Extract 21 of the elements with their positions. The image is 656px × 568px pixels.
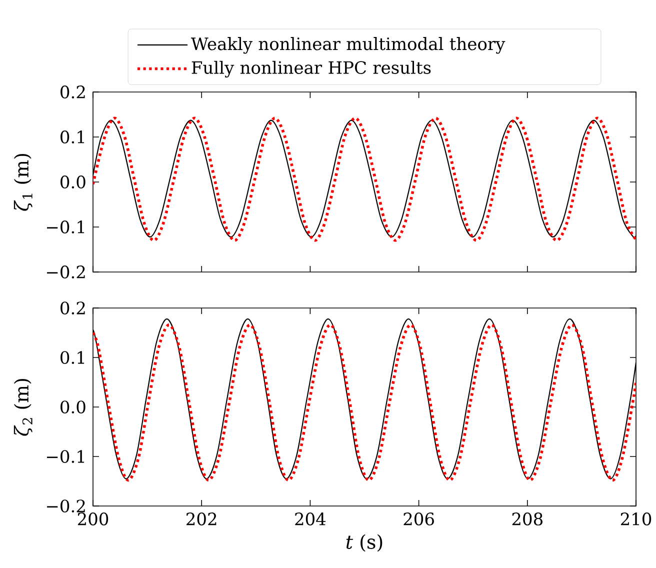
x-tick-label: 204 [295, 512, 326, 526]
y-tick-label: −0.1 [46, 220, 84, 234]
x-tick-label: 208 [512, 512, 542, 526]
y-tick-label: −0.1 [46, 450, 84, 463]
x-tick-label: 206 [404, 512, 434, 526]
y-tick-label: 0.2 [60, 86, 85, 98]
legend-label: Weakly nonlinear multimodal theory [190, 37, 506, 54]
y-axis-title: ζ$_{1}$ (m) [14, 154, 32, 211]
x-tick-label: 210 [620, 512, 652, 526]
y-tick-label: 0.2 [60, 302, 85, 314]
y-tick-label: −0.2 [46, 500, 85, 512]
y-tick-label: 0.0 [60, 400, 86, 414]
y-tick-label: −0.2 [46, 266, 85, 278]
y-tick-label: 0.1 [60, 130, 84, 144]
y-tick-label: 0.1 [60, 351, 84, 364]
legend-label: Fully nonlinear HPC results [192, 60, 431, 78]
x-tick-label: 202 [186, 512, 216, 526]
x-axis-title: t (s) [346, 534, 382, 552]
x-tick-label: 200 [78, 512, 108, 526]
y-tick-label: 0.0 [60, 176, 86, 188]
y-axis-title: ζ$_{2}$ (m) [14, 378, 32, 436]
